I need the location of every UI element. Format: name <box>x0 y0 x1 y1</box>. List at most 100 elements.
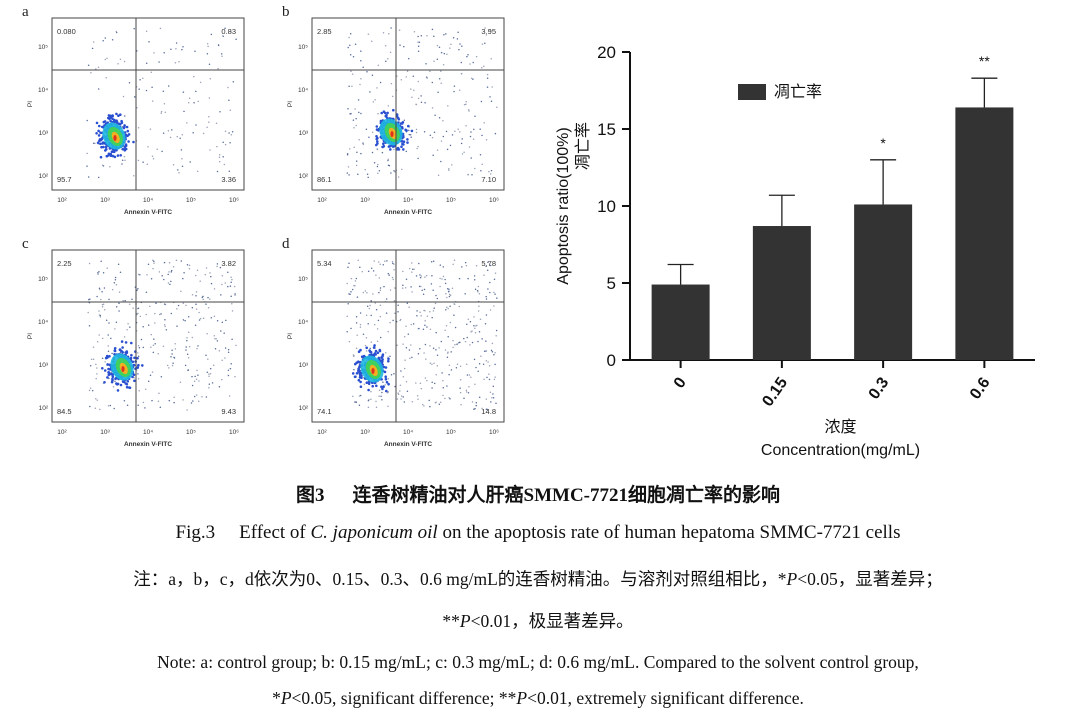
scatter-dot <box>348 36 350 39</box>
scatter-dot <box>196 347 198 350</box>
scatter-dot <box>94 142 96 145</box>
scatter-dot <box>177 169 179 171</box>
scatter-dot <box>382 142 385 145</box>
scatter-dot <box>409 134 412 136</box>
scatter-dot <box>158 271 161 273</box>
scatter-dot <box>389 51 392 54</box>
scatter-dot <box>489 281 491 284</box>
scatter-dot <box>118 302 120 305</box>
scatter-dot <box>444 282 447 285</box>
scatter-dot <box>90 358 93 361</box>
scatter-dot <box>362 142 364 144</box>
scatter-dot <box>448 290 450 292</box>
scatter-dot <box>442 386 445 389</box>
scatter-dot <box>170 269 173 272</box>
scatter-dot <box>140 338 143 341</box>
scatter-dot <box>429 345 431 347</box>
scatter-dot <box>349 148 351 150</box>
scatter-dot <box>489 96 491 98</box>
scatter-dot <box>376 340 379 343</box>
scatter-dot <box>167 273 169 276</box>
scatter-dot <box>387 58 389 60</box>
scatter-dot <box>175 259 178 262</box>
scatter-dot <box>401 287 404 289</box>
scatter-dot <box>349 293 351 296</box>
scatter-dot <box>384 115 388 118</box>
scatter-dot <box>355 347 358 350</box>
scatter-dot <box>105 356 109 359</box>
scatter-dot <box>376 140 379 143</box>
scatter-dot <box>97 66 100 69</box>
scatter-dot <box>494 132 497 135</box>
scatter-dot <box>182 277 184 280</box>
scatter-dot <box>479 154 482 156</box>
scatter-dot <box>448 295 451 298</box>
scatter-dot <box>400 398 402 400</box>
scatter-dot <box>436 58 439 61</box>
scatter-dot <box>419 347 421 350</box>
y-tick-label: 10⁵ <box>38 276 48 283</box>
scatter-dot <box>211 382 214 384</box>
x-axis-label: Annexin V-FITC <box>384 441 432 448</box>
scatter-dot <box>440 340 443 343</box>
scatter-dot <box>390 373 393 376</box>
scatter-dot <box>481 134 483 137</box>
scatter-dot <box>209 149 211 151</box>
scatter-dot <box>102 120 106 124</box>
scatter-dot <box>385 298 388 300</box>
scatter-dot <box>121 163 123 165</box>
scatter-dot <box>445 292 447 295</box>
scatter-dot <box>230 276 232 279</box>
scatter-dot <box>185 346 187 348</box>
scatter-dot <box>113 282 116 284</box>
scatter-dot <box>360 78 362 80</box>
scatter-dot <box>230 363 232 365</box>
scatter-dot <box>86 119 88 122</box>
scatter-dot <box>403 367 406 370</box>
scatter-dot <box>405 347 408 349</box>
scatter-dot <box>348 262 350 265</box>
x-axis-label-cn: 浓度 <box>824 418 856 436</box>
scatter-dot <box>230 133 233 136</box>
scatter-dot <box>438 46 441 48</box>
scatter-dot <box>88 389 91 392</box>
scatter-dot <box>393 300 396 302</box>
scatter-dot <box>483 350 486 352</box>
scatter-dot <box>192 400 194 402</box>
scatter-dot <box>403 119 406 122</box>
scatter-dot <box>355 160 358 162</box>
scatter-dot <box>141 364 144 367</box>
scatter-dot <box>489 173 492 175</box>
scatter-dot <box>161 274 163 277</box>
scatter-dot <box>467 174 469 176</box>
scatter-dot <box>412 75 415 77</box>
scatter-dot <box>491 86 493 88</box>
scatter-dot <box>433 362 435 365</box>
x-tick-label: 10⁴ <box>403 197 413 204</box>
scatter-dot <box>185 304 187 307</box>
scatter-dot <box>394 287 396 289</box>
scatter-dot <box>350 277 353 280</box>
scatter-dot <box>403 336 406 338</box>
scatter-dot <box>390 172 392 174</box>
quadrant-ll-value: 86.1 <box>317 175 332 184</box>
scatter-dot <box>459 387 461 389</box>
scatter-dot <box>222 141 224 143</box>
scatter-dot <box>400 145 403 148</box>
scatter-dot <box>490 401 492 403</box>
scatter-dot <box>473 325 475 327</box>
quadrant-lr-value: 14.8 <box>481 407 496 416</box>
scatter-dot <box>467 318 470 321</box>
scatter-dot <box>145 62 148 64</box>
scatter-dot <box>352 119 355 121</box>
scatter-dot <box>384 260 386 262</box>
scatter-dot <box>174 61 177 64</box>
scatter-dot <box>487 288 489 290</box>
scatter-dot <box>433 131 436 134</box>
scatter-dot <box>458 342 460 344</box>
scatter-dot <box>475 55 478 58</box>
scatter-dot <box>430 283 433 285</box>
scatter-dot <box>373 323 376 326</box>
scatter-dot <box>475 264 478 267</box>
scatter-dot <box>186 336 188 339</box>
